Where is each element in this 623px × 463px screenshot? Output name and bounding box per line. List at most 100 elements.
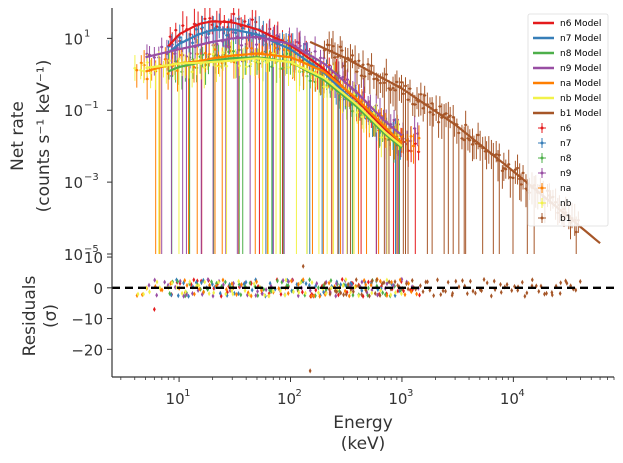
- legend-label: n9: [560, 169, 572, 179]
- residual-nb: [324, 290, 328, 296]
- point-b1: [361, 63, 365, 67]
- residual-b1: [550, 292, 554, 298]
- residual-b1: [344, 291, 348, 298]
- residual-n6: [212, 285, 216, 291]
- point-nb: [211, 52, 215, 56]
- residual-na: [364, 282, 368, 288]
- bottom-y-tick-label: 0: [93, 280, 103, 298]
- point-b1: [462, 138, 466, 142]
- residual-nb: [379, 287, 382, 293]
- residual-nb: [284, 277, 288, 283]
- residual-n9: [191, 290, 194, 297]
- residual-b1: [335, 289, 339, 295]
- residual-nb: [341, 283, 345, 289]
- residual-n8: [366, 285, 370, 291]
- residual-na: [290, 278, 293, 284]
- residual-na: [153, 283, 157, 290]
- residual-nb: [155, 279, 159, 285]
- bottom-ylabel-line2: (σ): [41, 304, 61, 328]
- point-b1: [402, 92, 405, 96]
- point-b1: [457, 131, 461, 135]
- point-b1: [511, 176, 515, 180]
- residual-n8: [280, 279, 284, 285]
- residual-na: [225, 286, 228, 293]
- residual-n9: [308, 287, 312, 294]
- point-b1: [400, 80, 403, 84]
- bottom-ylabel-line1: Residuals: [20, 276, 40, 357]
- residual-b1: [441, 288, 445, 294]
- residual-b1: [473, 290, 477, 296]
- point-n8: [285, 52, 289, 55]
- residual-na: [208, 282, 211, 288]
- legend-label: n7: [560, 139, 571, 149]
- residual-b1: [426, 279, 429, 285]
- point-nb: [355, 111, 359, 114]
- legend-label: b1 Model: [560, 109, 601, 119]
- residual-b1: [424, 279, 428, 285]
- point-n9: [240, 44, 243, 47]
- residual-n8: [324, 287, 328, 293]
- point-nb: [267, 60, 270, 63]
- legend-label: n8: [560, 154, 572, 164]
- axis-labels: Net rate (counts s⁻¹ keV⁻¹) Residuals (σ…: [8, 60, 393, 454]
- residual-b1: [373, 290, 377, 297]
- point-b1: [428, 110, 432, 114]
- residual-n8: [381, 290, 385, 296]
- residual-n7: [176, 293, 180, 299]
- residual-na: [415, 291, 419, 297]
- point-n9: [153, 56, 156, 59]
- point-b1: [509, 175, 512, 179]
- point-n9: [263, 39, 267, 42]
- residual-b1: [537, 288, 541, 295]
- point-na: [282, 48, 286, 51]
- residual-n8: [316, 285, 320, 291]
- residual-n9: [335, 280, 338, 287]
- residual-na: [260, 287, 263, 294]
- point-n8: [289, 53, 292, 56]
- point-b1: [338, 45, 342, 49]
- point-nb: [287, 66, 290, 69]
- residual-b1: [406, 286, 410, 292]
- top-y-tick-exponent: −1: [84, 100, 99, 111]
- point-nb: [380, 136, 383, 139]
- residual-na: [409, 289, 413, 295]
- residual-n7: [187, 293, 190, 299]
- residual-na: [202, 289, 205, 295]
- point-b1: [413, 103, 417, 106]
- point-b1: [521, 171, 525, 175]
- residual-n8: [176, 278, 180, 285]
- point-b1: [379, 81, 382, 85]
- point-na: [409, 134, 413, 138]
- point-n7: [194, 28, 198, 31]
- x-tick-label: 10: [388, 390, 407, 408]
- point-n9: [205, 36, 208, 39]
- residual-na: [318, 293, 322, 299]
- residual-b1: [461, 278, 464, 284]
- residual-b1: [485, 280, 489, 286]
- residual-nb: [170, 280, 174, 286]
- residual-na: [347, 293, 351, 299]
- point-nb: [284, 57, 287, 61]
- residual-b1: [375, 277, 379, 283]
- point-b1: [344, 60, 347, 63]
- xlabel-line1: Energy: [333, 413, 393, 433]
- top-y-tick-exponent: 1: [84, 28, 90, 39]
- point-n7: [191, 41, 194, 45]
- residual-nb: [292, 289, 295, 295]
- point-na: [269, 51, 272, 55]
- residual-nb: [389, 292, 393, 298]
- point-b1: [404, 84, 407, 88]
- residual-n7: [175, 277, 178, 283]
- residual-nb: [188, 279, 192, 285]
- residual-nb: [247, 292, 251, 298]
- residual-n9: [206, 277, 210, 283]
- point-n7: [241, 26, 245, 30]
- residual-nb: [252, 281, 256, 287]
- point-na: [273, 46, 277, 50]
- residual-nb: [136, 291, 140, 297]
- residual-nb: [317, 290, 320, 296]
- legend-marker-n9: [540, 171, 544, 175]
- point-nb: [146, 61, 149, 64]
- residual-n7: [363, 279, 367, 285]
